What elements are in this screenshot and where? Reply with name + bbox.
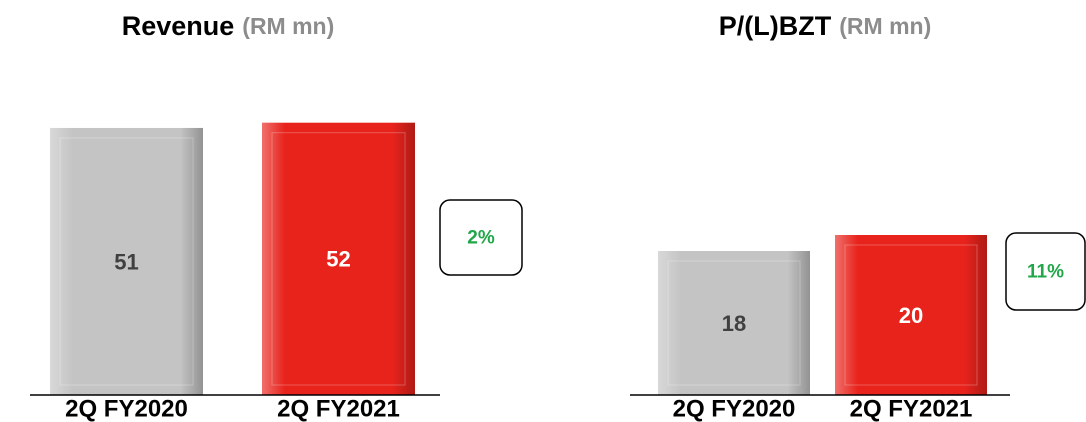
bar-shade [50,127,203,395]
chart-title: P/(L)BZT (RM mn) [719,11,931,41]
annotation: 2% [467,228,495,249]
title-unit: (RM mn) [242,13,334,39]
bar-bevel [844,244,978,386]
x-tick-label: 2Q FY2020 [65,395,188,422]
bar-bevel [59,137,194,386]
title-unit: (RM mn) [839,13,931,39]
value-label: 52 [326,247,350,272]
annotation-box [439,199,523,276]
bar-shade [262,122,415,395]
x-tick-label: 2Q FY2021 [850,395,973,422]
bar-bevel [667,260,801,386]
title-main: P/(L)BZT [719,11,832,41]
value-label: 51 [114,249,138,274]
chart-title: Revenue (RM mn) [122,11,335,41]
bar-shade [658,251,810,395]
x-tick-label: 2Q FY2021 [277,395,400,422]
x-tick-label: 2Q FY2020 [673,395,796,422]
bar-bevel [271,132,406,386]
annotation-box [1005,232,1086,311]
title-main: Revenue [122,11,235,41]
annotation: 11% [1027,262,1064,283]
bar-shade [835,235,987,395]
value-label: 18 [722,311,746,336]
value-label: 20 [899,303,923,328]
